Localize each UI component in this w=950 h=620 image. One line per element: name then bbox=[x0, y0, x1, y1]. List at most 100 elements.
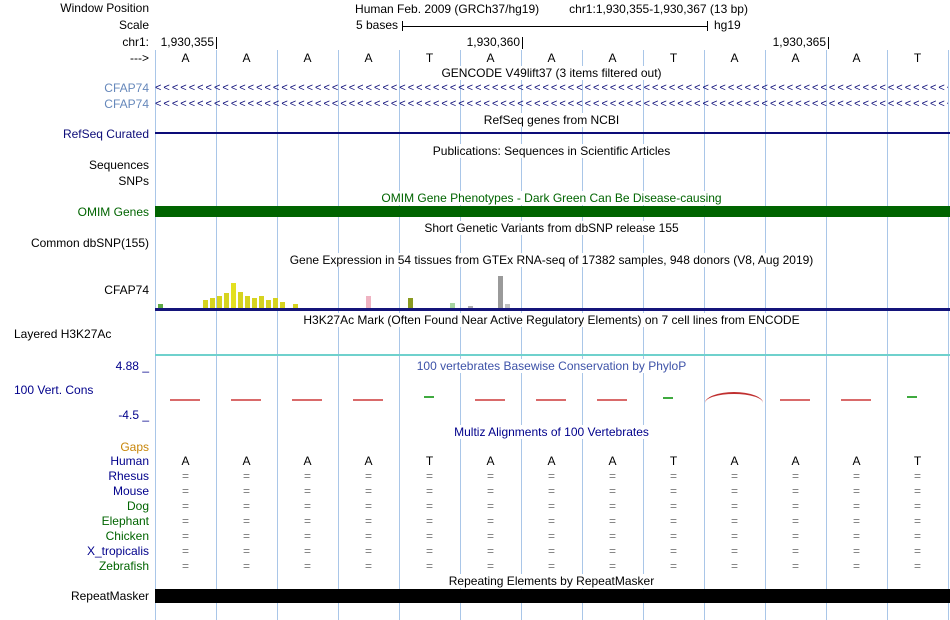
alignment-identity-mark: = bbox=[425, 499, 433, 513]
alignment-row-rhesus[interactable]: = = = = = = = = = = = = = bbox=[0, 470, 950, 483]
gtex-bar[interactable] bbox=[203, 300, 208, 309]
omim-title[interactable]: OMIM Gene Phenotypes - Dark Green Can Be… bbox=[155, 191, 948, 205]
gtex-bar[interactable] bbox=[210, 298, 215, 309]
alignment-identity-mark: = bbox=[303, 544, 311, 558]
gtex-bar[interactable] bbox=[468, 306, 473, 309]
alignment-row-zebrafish[interactable]: = = = = = = = = = = = = = bbox=[0, 560, 950, 573]
species-label-mouse[interactable]: Mouse bbox=[112, 484, 149, 498]
alignment-base: T bbox=[669, 454, 678, 468]
gtex-bar[interactable] bbox=[158, 304, 163, 309]
alignment-base: A bbox=[547, 454, 556, 468]
phylop-track-label[interactable]: 100 Vert. Cons bbox=[14, 383, 94, 397]
base-letter: A bbox=[242, 51, 251, 65]
species-label-rhesus[interactable]: Rhesus bbox=[108, 469, 149, 483]
sequences-label[interactable]: Sequences bbox=[88, 158, 149, 172]
gtex-bar[interactable] bbox=[238, 292, 243, 309]
base-letter: A bbox=[303, 51, 312, 65]
alignment-identity-mark: = bbox=[181, 499, 189, 513]
alignment-row-mouse[interactable]: = = = = = = = = = = = = = bbox=[0, 485, 950, 498]
alignment-identity-mark: = bbox=[852, 544, 860, 558]
gtex-title[interactable]: Gene Expression in 54 tissues from GTEx … bbox=[155, 253, 948, 267]
alignment-identity-mark: = bbox=[364, 559, 372, 573]
alignment-base: A bbox=[852, 454, 861, 468]
snps-label[interactable]: SNPs bbox=[118, 174, 149, 188]
alignment-identity-mark: = bbox=[181, 514, 189, 528]
alignment-identity-mark: = bbox=[425, 559, 433, 573]
species-label-elephant[interactable]: Elephant bbox=[101, 514, 149, 528]
repeatmasker-bar[interactable] bbox=[155, 589, 950, 603]
gtex-bar[interactable] bbox=[245, 296, 250, 309]
species-label-chicken[interactable]: Chicken bbox=[105, 529, 149, 543]
refseq-curated-label[interactable]: RefSeq Curated bbox=[62, 127, 149, 141]
coords-row[interactable]: 1,930,355 1,930,360 1,930,365 bbox=[0, 36, 950, 49]
dbsnp-title[interactable]: Short Genetic Variants from dbSNP releas… bbox=[155, 221, 948, 235]
alignment-identity-mark: = bbox=[486, 544, 494, 558]
alignment-base: A bbox=[486, 454, 495, 468]
gaps-label[interactable]: Gaps bbox=[120, 440, 149, 454]
guideline bbox=[826, 50, 827, 620]
h3k27ac-signal-line[interactable] bbox=[155, 354, 950, 356]
gtex-bar[interactable] bbox=[280, 302, 285, 309]
gtex-bar[interactable] bbox=[366, 296, 371, 309]
alignment-identity-mark: = bbox=[608, 499, 616, 513]
alignment-identity-mark: = bbox=[364, 529, 372, 543]
alignment-identity-mark: = bbox=[791, 529, 799, 543]
guideline bbox=[216, 50, 217, 620]
scale-tick-right bbox=[707, 21, 708, 31]
alignment-row-elephant[interactable]: = = = = = = = = = = = = = bbox=[0, 515, 950, 528]
omim-gene-bar[interactable] bbox=[155, 206, 950, 217]
gtex-bar[interactable] bbox=[450, 303, 455, 309]
alignment-row-x_tropicalis[interactable]: = = = = = = = = = = = = = bbox=[0, 545, 950, 558]
phylop-tick bbox=[780, 399, 810, 401]
gtex-bar[interactable] bbox=[266, 300, 271, 309]
species-label-dog[interactable]: Dog bbox=[126, 499, 149, 513]
repeatmasker-title[interactable]: Repeating Elements by RepeatMasker bbox=[155, 574, 948, 588]
species-label-human[interactable]: Human bbox=[110, 454, 149, 468]
publications-title[interactable]: Publications: Sequences in Scientific Ar… bbox=[155, 144, 948, 158]
h3k27ac-title[interactable]: H3K27Ac Mark (Often Found Near Active Re… bbox=[155, 313, 948, 327]
gencode-item-label[interactable]: CFAP74 bbox=[104, 81, 149, 95]
phylop-title[interactable]: 100 vertebrates Basewise Conservation by… bbox=[155, 359, 948, 373]
gtex-bar[interactable] bbox=[231, 283, 236, 309]
gencode-transcript-line[interactable]: <<<<<<<<<<<<<<<<<<<<<<<<<<<<<<<<<<<<<<<<… bbox=[155, 82, 948, 94]
alignment-row-dog[interactable]: = = = = = = = = = = = = = bbox=[0, 500, 950, 513]
gtex-baseline[interactable] bbox=[155, 308, 950, 311]
h3k27ac-label[interactable]: Layered H3K27Ac bbox=[14, 327, 112, 341]
alignment-identity-mark: = bbox=[242, 484, 250, 498]
gencode-transcript-line[interactable]: <<<<<<<<<<<<<<<<<<<<<<<<<<<<<<<<<<<<<<<<… bbox=[155, 98, 948, 110]
alignment-identity-mark: = bbox=[730, 484, 738, 498]
gtex-bar[interactable] bbox=[498, 276, 503, 309]
dbsnp-label[interactable]: Common dbSNP(155) bbox=[30, 236, 149, 250]
gtex-bar[interactable] bbox=[224, 293, 229, 309]
alignment-identity-mark: = bbox=[791, 544, 799, 558]
repeatmasker-title-text: Repeating Elements by RepeatMasker bbox=[445, 574, 658, 588]
alignment-identity-mark: = bbox=[791, 559, 799, 573]
refseq-gene-line[interactable] bbox=[155, 132, 950, 134]
alignment-base: A bbox=[608, 454, 617, 468]
repeatmasker-label[interactable]: RepeatMasker bbox=[70, 589, 149, 603]
gencode-item-label[interactable]: CFAP74 bbox=[104, 97, 149, 111]
gtex-bar[interactable] bbox=[408, 298, 413, 309]
gtex-bar[interactable] bbox=[293, 304, 298, 309]
refseq-title[interactable]: RefSeq genes from NCBI bbox=[155, 113, 948, 127]
gtex-bar[interactable] bbox=[252, 298, 257, 309]
gtex-bar[interactable] bbox=[273, 298, 278, 309]
gencode-title[interactable]: GENCODE V49lift37 (3 items filtered out) bbox=[155, 66, 948, 80]
omim-genes-label[interactable]: OMIM Genes bbox=[77, 205, 149, 219]
alignment-identity-mark: = bbox=[913, 499, 921, 513]
gtex-bar[interactable] bbox=[259, 296, 264, 309]
species-label-zebrafish[interactable]: Zebrafish bbox=[98, 559, 149, 573]
guideline bbox=[765, 50, 766, 620]
species-label-x_tropicalis[interactable]: X_tropicalis bbox=[86, 544, 149, 558]
alignment-identity-mark: = bbox=[242, 529, 250, 543]
gtex-bar[interactable] bbox=[505, 304, 510, 309]
gtex-bar[interactable] bbox=[217, 296, 222, 309]
multiz-title[interactable]: Multiz Alignments of 100 Vertebrates bbox=[155, 425, 948, 439]
gtex-gene-label[interactable]: CFAP74 bbox=[104, 283, 149, 297]
alignment-row-chicken[interactable]: = = = = = = = = = = = = = bbox=[0, 530, 950, 543]
